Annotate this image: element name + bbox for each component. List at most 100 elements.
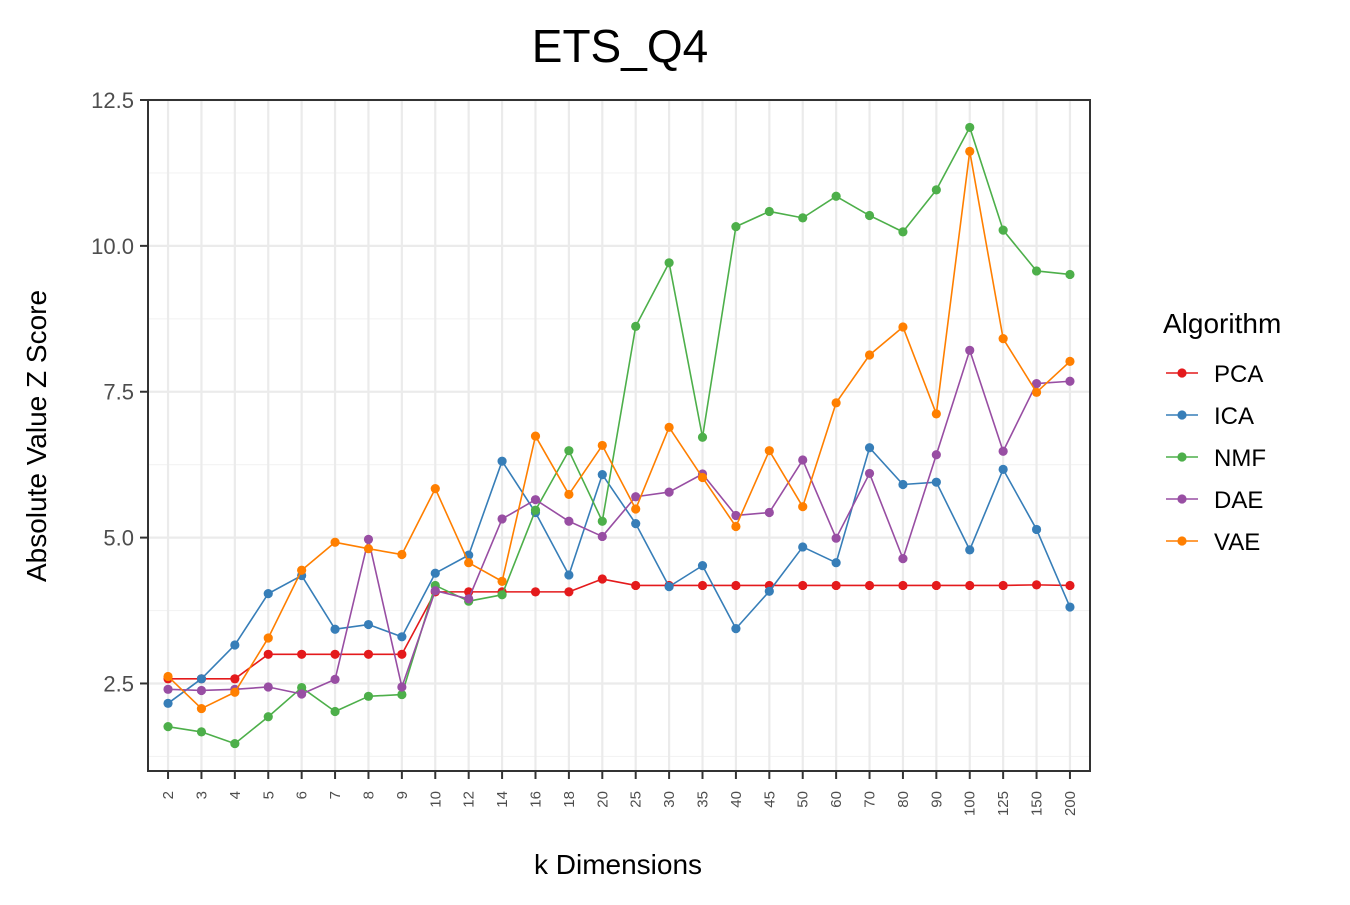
x-tick-label: 50 [795,791,812,808]
data-point-ica [263,589,273,599]
data-point-vae [697,472,708,483]
x-tick-label: 16 [527,791,544,808]
x-tick-label: 45 [761,791,778,808]
data-point-nmf [230,738,240,749]
data-point-dae [263,682,273,692]
legend-items: PCA ICA NMF DAE VAE [1166,361,1266,556]
data-point-nmf [597,516,607,526]
data-point-ica [330,624,340,634]
data-point-vae [330,537,340,547]
x-tick-label: 35 [695,791,712,808]
data-point-dae [430,586,440,596]
x-axis: 2 3 4 5 6 7 8 9 10 12 14 16 18 20 25 30 35 40 45 50 60 70 80 90… [160,771,1079,816]
data-point-nmf [1065,269,1075,280]
data-point-nmf [497,590,507,600]
data-point-dae [864,468,875,479]
series-nmf [163,122,1075,749]
data-point-pca [631,580,641,591]
data-point-ica [764,586,774,596]
data-point-pca [898,580,908,591]
x-tick-label: 9 [394,791,411,799]
x-axis-title: k Dimensions [534,849,702,880]
data-point-dae [898,554,908,564]
data-point-nmf [330,706,340,717]
data-point-dae [931,450,941,460]
data-point-vae [731,521,741,532]
data-point-nmf [530,505,541,515]
x-tick-label: 2 [160,791,177,799]
legend-key-point [1177,410,1187,420]
data-point-ica [564,570,574,580]
data-point-pca [330,649,340,659]
data-point-dae [297,689,307,699]
legend-title: Algorithm [1163,308,1281,339]
data-point-ica [163,698,173,708]
data-point-nmf [631,321,641,331]
series-ica [163,443,1075,708]
data-point-dae [1031,378,1042,389]
series-line-pca [168,578,1070,680]
plot-panel-border [147,99,1091,772]
data-point-ica [965,545,975,555]
legend-item-dae: DAE [1166,487,1263,514]
data-point-dae [163,684,173,694]
y-axis-title: Absolute Value Z Score [21,290,52,582]
data-point-ica [397,632,407,642]
data-point-dae [831,533,841,543]
legend-label: VAE [1214,529,1260,556]
x-tick-label: 7 [327,791,344,799]
data-point-nmf [864,210,875,221]
data-point-dae [597,531,607,542]
x-tick-label: 125 [995,791,1012,816]
series-line-ica [167,446,1071,704]
data-point-pca [297,649,307,659]
data-point-dae [965,345,975,355]
data-point-nmf [965,122,975,133]
data-point-ica [631,519,641,529]
x-tick-label: 30 [661,791,678,808]
data-point-nmf [664,258,674,268]
data-point-vae [530,431,541,441]
data-point-vae [798,502,808,512]
data-point-dae [397,682,407,692]
data-point-vae [564,489,574,500]
data-point-dae [764,507,774,518]
data-point-vae [965,146,975,156]
data-point-vae [864,350,875,360]
x-tick-label: 4 [227,791,244,799]
data-point-vae [597,440,607,451]
data-point-dae [330,674,340,684]
legend-key-point [1177,368,1187,378]
data-point-dae [1065,376,1075,386]
legend-item-nmf: NMF [1166,445,1266,472]
series-line-dae [168,349,1071,695]
data-point-ica [497,456,507,466]
data-point-vae [631,504,641,514]
data-point-ica [931,477,941,487]
data-point-dae [564,516,574,526]
x-tick-label: 6 [294,791,311,799]
series-layer [163,122,1075,749]
y-tick-label: 5.0 [103,526,134,551]
data-point-ica [230,640,240,650]
x-tick-label: 25 [628,791,645,808]
data-point-vae [230,687,240,697]
data-point-pca [530,587,541,597]
data-point-pca [1065,580,1075,591]
x-tick-label: 40 [728,791,745,808]
data-point-nmf [163,722,173,732]
x-tick-label: 60 [828,791,845,808]
legend: Algorithm PCA ICA NMF DAE VAE [1163,308,1281,556]
data-point-nmf [196,727,207,737]
data-point-ica [196,674,207,684]
x-tick-label: 5 [260,791,277,799]
data-point-nmf [397,689,407,700]
x-tick-label: 10 [427,791,444,808]
data-point-dae [530,495,541,505]
data-point-vae [297,565,307,575]
x-tick-label: 12 [461,791,478,808]
data-point-ica [597,469,607,480]
data-point-vae [898,322,908,332]
chart-title: ETS_Q4 [532,20,708,72]
series-line-nmf [167,126,1071,745]
